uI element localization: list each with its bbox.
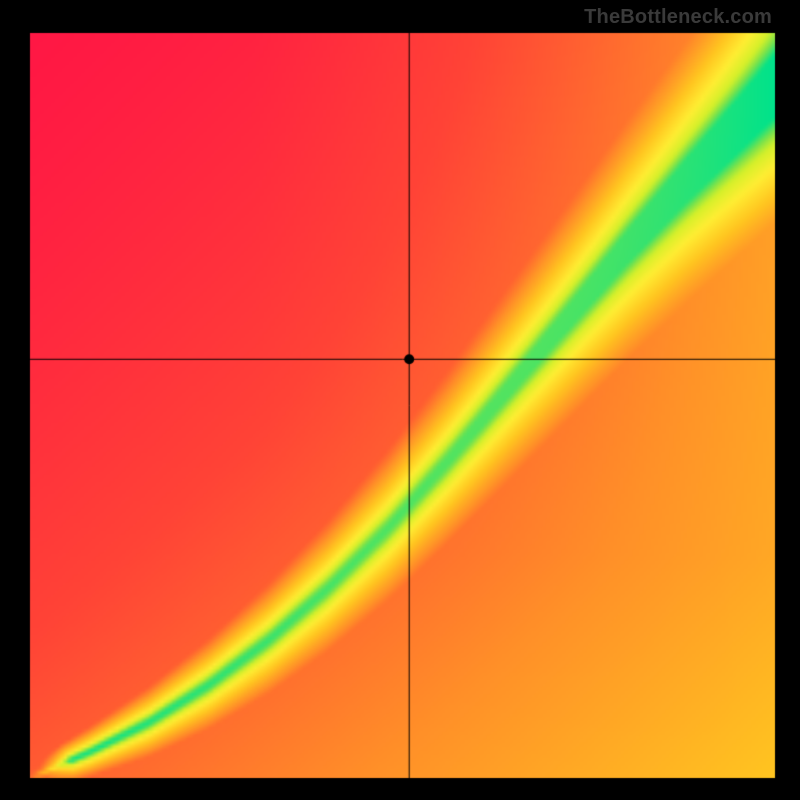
heatmap-canvas (0, 0, 800, 800)
chart-container: TheBottleneck.com (0, 0, 800, 800)
watermark-text: TheBottleneck.com (584, 6, 772, 29)
